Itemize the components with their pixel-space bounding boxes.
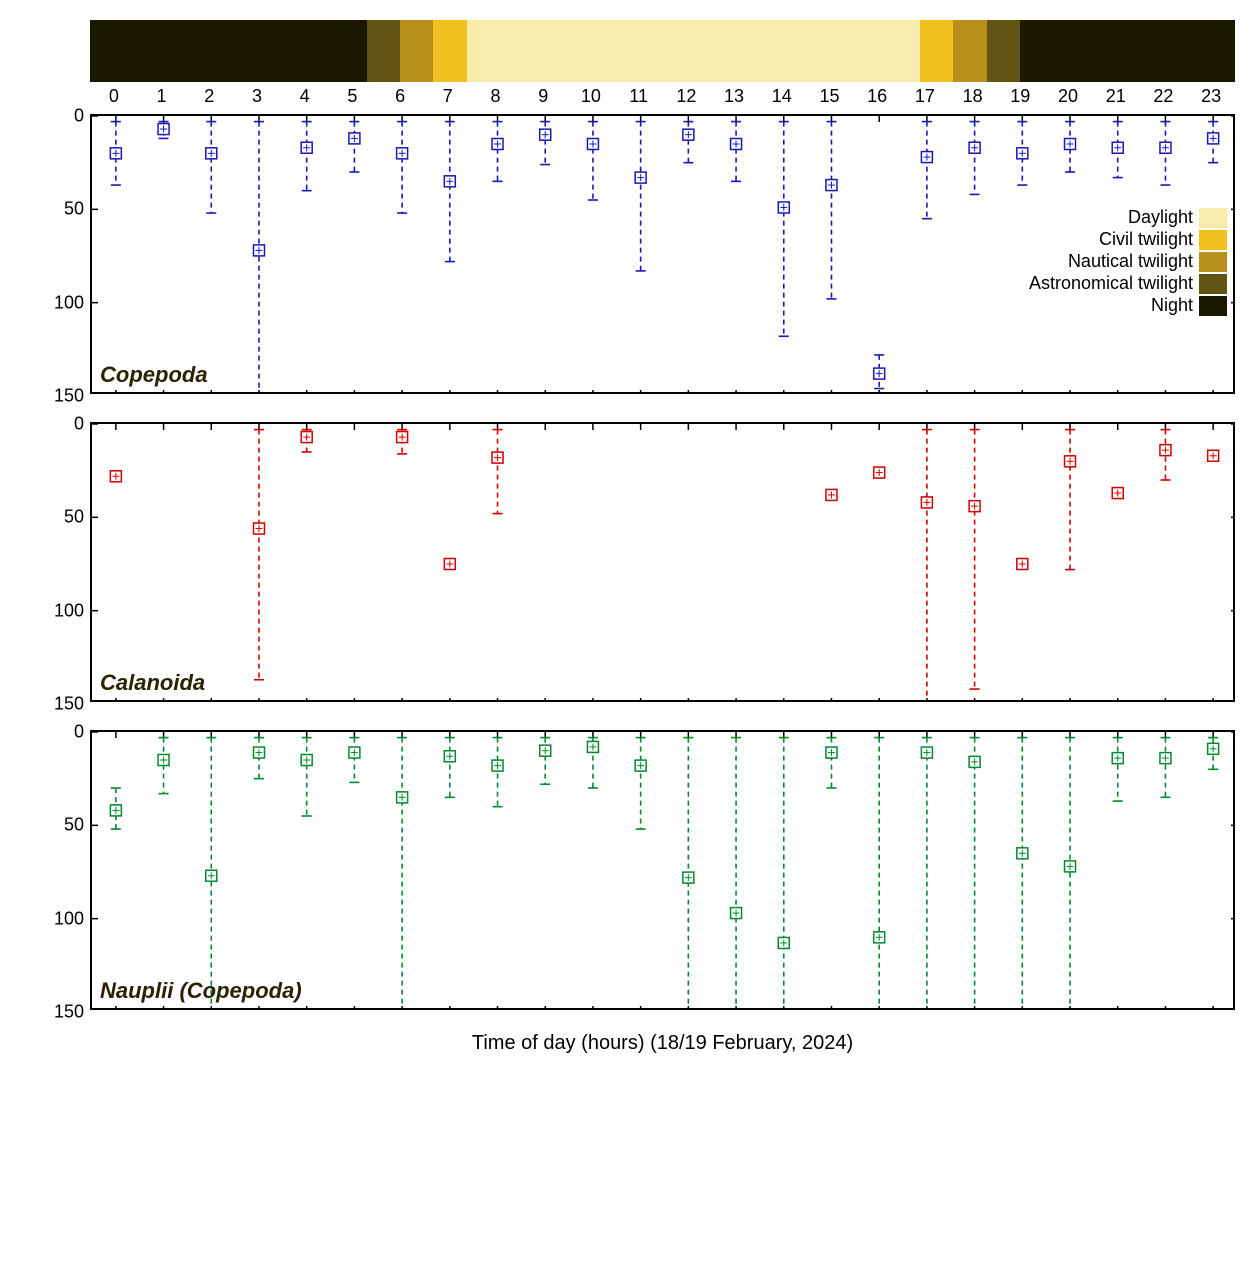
daylight-segment [467,20,920,82]
ytick-label: 100 [54,292,84,313]
panel-plot [92,732,1233,1008]
xtick-label: 7 [443,86,453,107]
xtick-label: 12 [676,86,696,107]
legend-item: Night [1029,295,1227,316]
legend-label: Civil twilight [1099,229,1193,250]
legend-item: Astronomical twilight [1029,273,1227,294]
xtick-label: 3 [252,86,262,107]
panel-plot [92,424,1233,700]
ytick-label: 100 [54,908,84,929]
xtick-label: 16 [867,86,887,107]
panel: 050100150CopepodaDaylightCivil twilightN… [90,114,1235,394]
xtick-label: 4 [300,86,310,107]
ytick-label: 50 [64,507,84,528]
legend-swatch [1199,230,1227,250]
daylight-segment [1020,20,1235,82]
panel: 050100150Calanoida [90,422,1235,702]
ytick-label: 50 [64,815,84,836]
xtick-label: 0 [109,86,119,107]
daylight-segment [987,20,1020,82]
xtick-label: 8 [491,86,501,107]
xtick-label: 20 [1058,86,1078,107]
daylight-segment [367,20,400,82]
ytick-label: 0 [74,722,84,743]
legend-swatch [1199,274,1227,294]
xtick-label: 13 [724,86,744,107]
legend-item: Civil twilight [1029,229,1227,250]
daylight-segment [953,20,986,82]
daylight-segment [920,20,953,82]
panel-label: Copepoda [100,362,208,388]
xtick-label: 11 [629,86,648,107]
xtick-label: 6 [395,86,405,107]
legend-swatch [1199,252,1227,272]
panels-container: Weighted Mean Depth +/- SD 050100150Cope… [20,114,1235,1010]
xtick-label: 5 [347,86,357,107]
panel-label: Nauplii (Copepoda) [100,978,302,1004]
legend-swatch [1199,208,1227,228]
xtick-label: 1 [157,86,167,107]
xtick-label: 10 [581,86,601,107]
xtick-label: 23 [1201,86,1221,107]
legend: DaylightCivil twilightNautical twilightA… [1029,206,1227,317]
legend-label: Nautical twilight [1068,251,1193,272]
daylight-segment [433,20,466,82]
xtick-label: 14 [772,86,792,107]
y-ticks: 050100150 [22,424,88,700]
y-ticks: 050100150 [22,732,88,1008]
xtick-label: 21 [1106,86,1126,107]
xtick-label: 15 [819,86,839,107]
daylight-bar [90,20,1235,82]
ytick-label: 150 [54,694,84,715]
xtick-label: 18 [963,86,983,107]
legend-swatch [1199,296,1227,316]
xtick-label: 19 [1010,86,1030,107]
ytick-label: 50 [64,199,84,220]
daylight-segment [400,20,433,82]
xtick-label: 17 [915,86,935,107]
panel-label: Calanoida [100,670,205,696]
legend-label: Daylight [1128,207,1193,228]
ytick-label: 0 [74,106,84,127]
xaxis-top: 01234567891011121314151617181920212223 [90,86,1235,114]
ytick-label: 150 [54,1002,84,1023]
ytick-label: 0 [74,414,84,435]
legend-item: Nautical twilight [1029,251,1227,272]
y-ticks: 050100150 [22,116,88,392]
xtick-label: 2 [204,86,214,107]
legend-label: Night [1151,295,1193,316]
xtick-label: 22 [1153,86,1173,107]
legend-label: Astronomical twilight [1029,273,1193,294]
ytick-label: 100 [54,600,84,621]
ytick-label: 150 [54,386,84,407]
figure: 01234567891011121314151617181920212223 W… [20,20,1235,1055]
x-axis-label: Time of day (hours) (18/19 February, 202… [90,1032,1235,1055]
legend-item: Daylight [1029,207,1227,228]
panel: 050100150Nauplii (Copepoda) [90,730,1235,1010]
xtick-label: 9 [538,86,548,107]
daylight-segment [90,20,367,82]
